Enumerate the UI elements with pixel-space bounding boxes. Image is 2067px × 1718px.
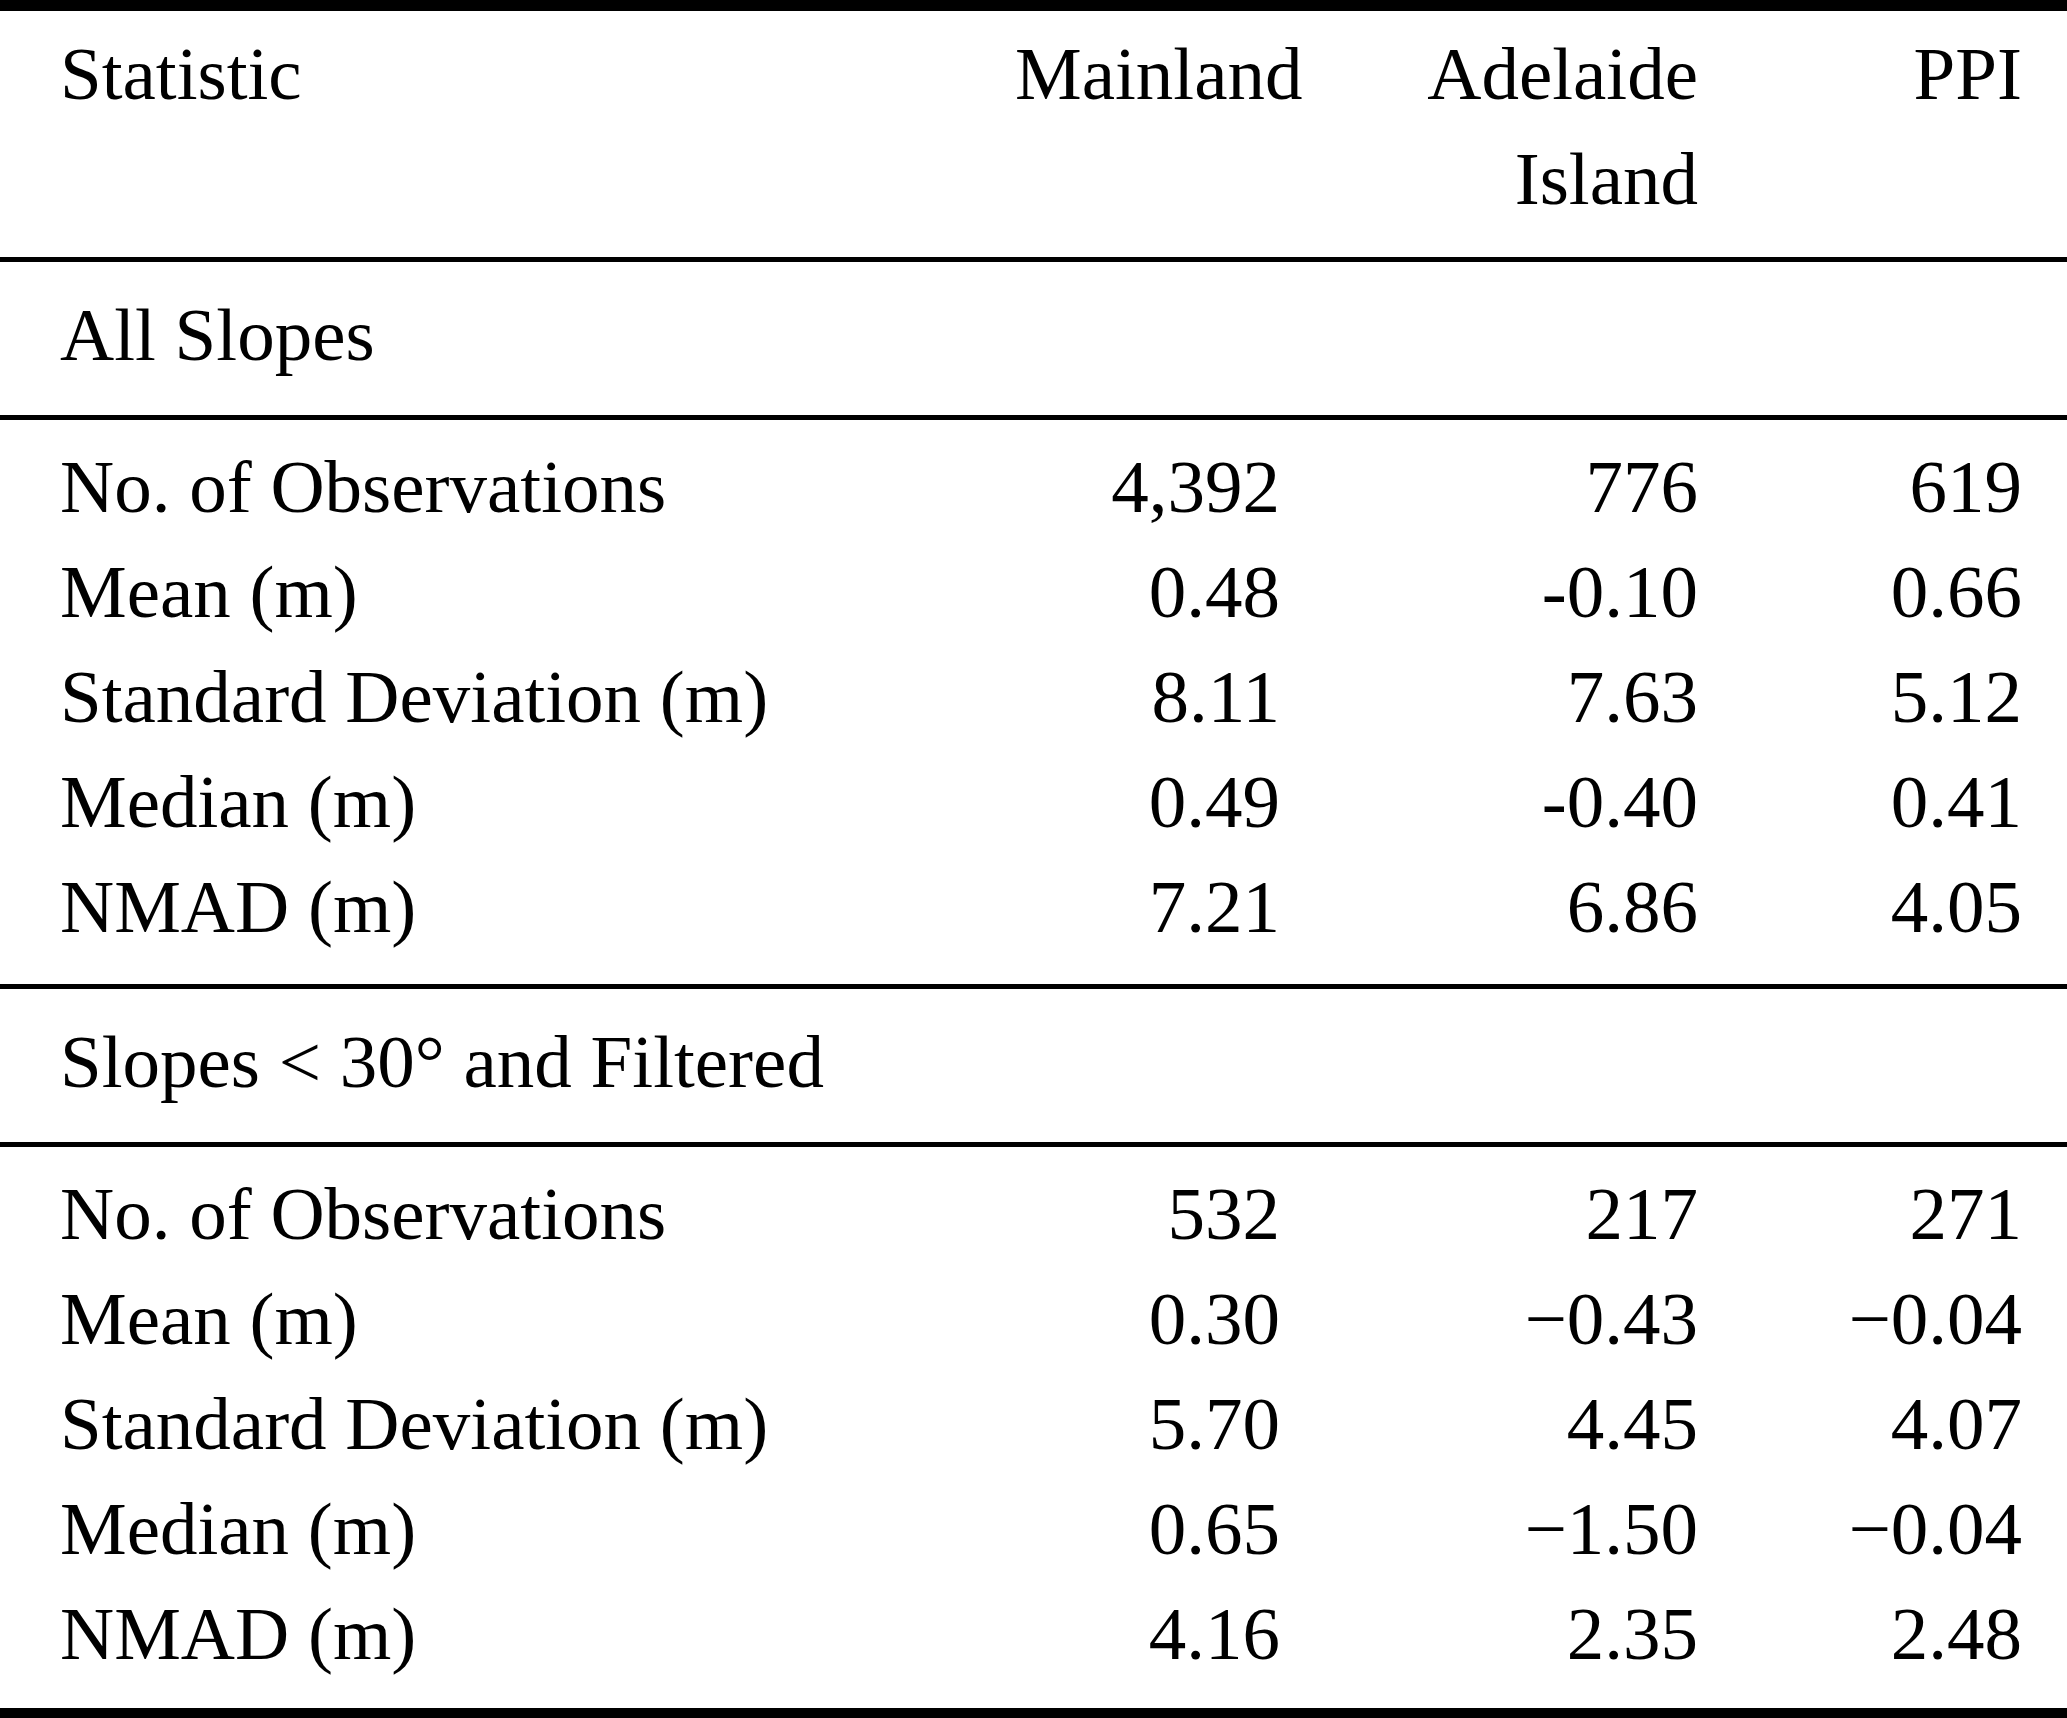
- column-header-statistic: Statistic: [0, 11, 1015, 260]
- cell-mainland: 4.16: [1015, 1581, 1280, 1708]
- section-title-row: All Slopes: [0, 260, 2067, 418]
- cell-mainland: 0.48: [1015, 539, 1280, 644]
- cell-mainland: 5.70: [1015, 1371, 1280, 1476]
- row-label: Mean (m): [0, 539, 1015, 644]
- table-row: NMAD (m) 7.21 6.86 4.05: [0, 854, 2067, 987]
- cell-adelaide: 6.86: [1280, 854, 1698, 987]
- table-row: Median (m) 0.65 −1.50 −0.04: [0, 1476, 2067, 1581]
- cell-adelaide: 7.63: [1280, 644, 1698, 749]
- table-row: No. of Observations 4,392 776 619: [0, 418, 2067, 540]
- cell-mainland: 7.21: [1015, 854, 1280, 987]
- section-title: Slopes < 30° and Filtered: [0, 987, 2067, 1145]
- row-label: Median (m): [0, 749, 1015, 854]
- row-label: Standard Deviation (m): [0, 1371, 1015, 1476]
- cell-mainland: 532: [1015, 1145, 1280, 1267]
- row-label: NMAD (m): [0, 1581, 1015, 1708]
- cell-ppi: −0.04: [1698, 1476, 2067, 1581]
- cell-adelaide: 4.45: [1280, 1371, 1698, 1476]
- table-row: Mean (m) 0.48 -0.10 0.66: [0, 539, 2067, 644]
- cell-adelaide: -0.40: [1280, 749, 1698, 854]
- column-header-adelaide-island: Adelaide Island: [1280, 11, 1698, 260]
- statistics-table: Statistic Mainland Adelaide Island PPI A…: [0, 11, 2067, 1708]
- cell-ppi: 2.48: [1698, 1581, 2067, 1708]
- cell-ppi: 271: [1698, 1145, 2067, 1267]
- cell-ppi: 5.12: [1698, 644, 2067, 749]
- column-header-ppi: PPI: [1698, 11, 2067, 260]
- cell-ppi: 619: [1698, 418, 2067, 540]
- cell-mainland: 0.30: [1015, 1266, 1280, 1371]
- row-label: Median (m): [0, 1476, 1015, 1581]
- table-row: No. of Observations 532 217 271: [0, 1145, 2067, 1267]
- cell-mainland: 8.11: [1015, 644, 1280, 749]
- cell-ppi: 0.41: [1698, 749, 2067, 854]
- row-label: Standard Deviation (m): [0, 644, 1015, 749]
- cell-adelaide: 776: [1280, 418, 1698, 540]
- section-title-row: Slopes < 30° and Filtered: [0, 987, 2067, 1145]
- cell-mainland: 0.49: [1015, 749, 1280, 854]
- paper-table-page: Statistic Mainland Adelaide Island PPI A…: [0, 0, 2067, 1718]
- table-section: Slopes < 30° and Filtered No. of Observa…: [0, 987, 2067, 1709]
- cell-adelaide: -0.10: [1280, 539, 1698, 644]
- column-header-mainland: Mainland: [1015, 11, 1280, 260]
- table-row: Median (m) 0.49 -0.40 0.41: [0, 749, 2067, 854]
- table-row: Standard Deviation (m) 5.70 4.45 4.07: [0, 1371, 2067, 1476]
- row-label: No. of Observations: [0, 1145, 1015, 1267]
- table-row: Mean (m) 0.30 −0.43 −0.04: [0, 1266, 2067, 1371]
- cell-adelaide: 2.35: [1280, 1581, 1698, 1708]
- table-row: Standard Deviation (m) 8.11 7.63 5.12: [0, 644, 2067, 749]
- cell-adelaide: −1.50: [1280, 1476, 1698, 1581]
- row-label: No. of Observations: [0, 418, 1015, 540]
- cell-adelaide: 217: [1280, 1145, 1698, 1267]
- table-row: NMAD (m) 4.16 2.35 2.48: [0, 1581, 2067, 1708]
- cell-mainland: 0.65: [1015, 1476, 1280, 1581]
- cell-ppi: 4.05: [1698, 854, 2067, 987]
- section-title: All Slopes: [0, 260, 2067, 418]
- table-header-row: Statistic Mainland Adelaide Island PPI: [0, 11, 2067, 260]
- cell-ppi: 0.66: [1698, 539, 2067, 644]
- cell-mainland: 4,392: [1015, 418, 1280, 540]
- table-section: All Slopes No. of Observations 4,392 776…: [0, 260, 2067, 987]
- cell-ppi: −0.04: [1698, 1266, 2067, 1371]
- cell-adelaide: −0.43: [1280, 1266, 1698, 1371]
- row-label: Mean (m): [0, 1266, 1015, 1371]
- row-label: NMAD (m): [0, 854, 1015, 987]
- table-header: Statistic Mainland Adelaide Island PPI: [0, 11, 2067, 260]
- cell-ppi: 4.07: [1698, 1371, 2067, 1476]
